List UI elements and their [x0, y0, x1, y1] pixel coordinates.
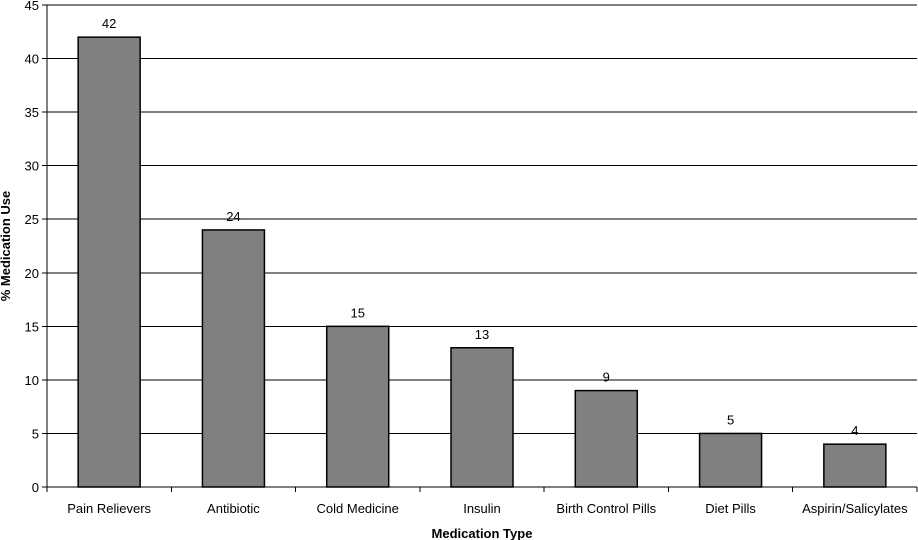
y-tick-label: 30	[25, 159, 39, 174]
bar	[325, 325, 390, 488]
bar	[77, 36, 141, 488]
y-tick-label: 35	[25, 105, 39, 120]
bar	[201, 229, 266, 488]
data-label: 15	[350, 305, 364, 320]
x-tick-label: Insulin	[463, 501, 501, 516]
x-tick-label: Birth Control Pills	[556, 501, 656, 516]
x-tick-label: Pain Relievers	[67, 501, 151, 516]
x-tick-label: Aspirin/Salicylates	[802, 501, 908, 516]
y-tick-label: 45	[25, 0, 39, 13]
bars	[77, 36, 887, 488]
x-tick-label: Diet Pills	[705, 501, 756, 516]
y-axis-title: % Medication Use	[0, 191, 13, 302]
y-tick-label: 10	[25, 373, 39, 388]
y-tick-label: 20	[25, 266, 39, 281]
y-tick-label: 25	[25, 212, 39, 227]
bar	[574, 389, 639, 488]
data-label: 42	[102, 16, 116, 31]
data-label: 4	[851, 423, 858, 438]
data-label: 5	[727, 412, 734, 427]
data-label: 9	[603, 370, 610, 385]
axes	[42, 4, 918, 492]
y-tick-label: 15	[25, 319, 39, 334]
data-label: 24	[226, 209, 240, 224]
x-axis-title: Medication Type	[432, 526, 533, 540]
x-tick-label: Cold Medicine	[317, 501, 399, 516]
bar	[698, 432, 763, 488]
y-tick-label: 5	[32, 426, 39, 441]
bar	[450, 347, 514, 488]
x-tick-label: Antibiotic	[207, 501, 260, 516]
y-tick-label: 0	[32, 480, 39, 495]
y-tick-label: 40	[25, 52, 39, 67]
data-label: 13	[475, 327, 489, 342]
bar	[823, 443, 887, 488]
gridlines	[47, 4, 917, 434]
